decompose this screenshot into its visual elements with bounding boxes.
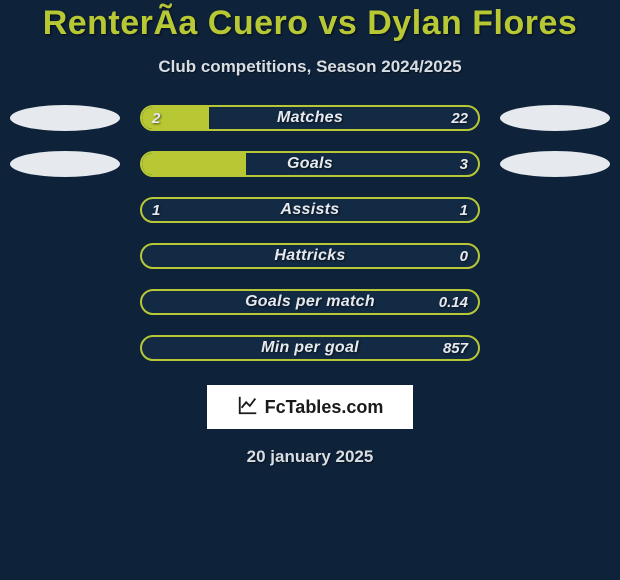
- comparison-page: RenterÃ­a Cuero vs Dylan Flores Club com…: [0, 0, 620, 580]
- stat-label: Assists: [142, 199, 478, 221]
- stat-row: Min per goal857: [0, 335, 620, 361]
- page-subtitle: Club competitions, Season 2024/2025: [158, 57, 461, 77]
- stat-label: Goals per match: [142, 291, 478, 313]
- player-right-oval: [500, 151, 610, 177]
- stat-row: Assists1 1: [0, 197, 620, 223]
- stat-value-right: 857: [443, 337, 468, 359]
- stat-row: Goals3: [0, 151, 620, 177]
- stat-rows: Matches222Goals3Assists11Hattricks0Goals…: [0, 105, 620, 361]
- stat-label: Goals: [142, 153, 478, 175]
- player-left-oval: [10, 105, 120, 131]
- stat-row: Matches222: [0, 105, 620, 131]
- stat-label: Matches: [142, 107, 478, 129]
- stat-value-right: 1: [460, 199, 468, 221]
- stat-bar: Goals per match0.14: [140, 289, 480, 315]
- stat-value-left: 1: [152, 199, 160, 221]
- stat-value-right: 0: [460, 245, 468, 267]
- footer-date: 20 january 2025: [247, 447, 374, 467]
- stat-value-right: 3: [460, 153, 468, 175]
- stat-value-left: 2: [152, 107, 160, 129]
- chart-icon: [237, 394, 259, 421]
- page-title: RenterÃ­a Cuero vs Dylan Flores: [43, 4, 578, 43]
- brand-label: FcTables.com: [265, 397, 384, 418]
- player-left-oval: [10, 151, 120, 177]
- stat-bar: Assists1 1: [140, 197, 480, 223]
- stat-bar: Matches222: [140, 105, 480, 131]
- stat-row: Hattricks0: [0, 243, 620, 269]
- player-right-oval: [500, 105, 610, 131]
- stat-bar: Goals3: [140, 151, 480, 177]
- stat-row: Goals per match0.14: [0, 289, 620, 315]
- stat-value-right: 0.14: [439, 291, 468, 313]
- stat-label: Min per goal: [142, 337, 478, 359]
- stat-bar: Min per goal857: [140, 335, 480, 361]
- stat-value-right: 22: [451, 107, 468, 129]
- stat-label: Hattricks: [142, 245, 478, 267]
- stat-bar: Hattricks0: [140, 243, 480, 269]
- brand-badge: FcTables.com: [207, 385, 413, 429]
